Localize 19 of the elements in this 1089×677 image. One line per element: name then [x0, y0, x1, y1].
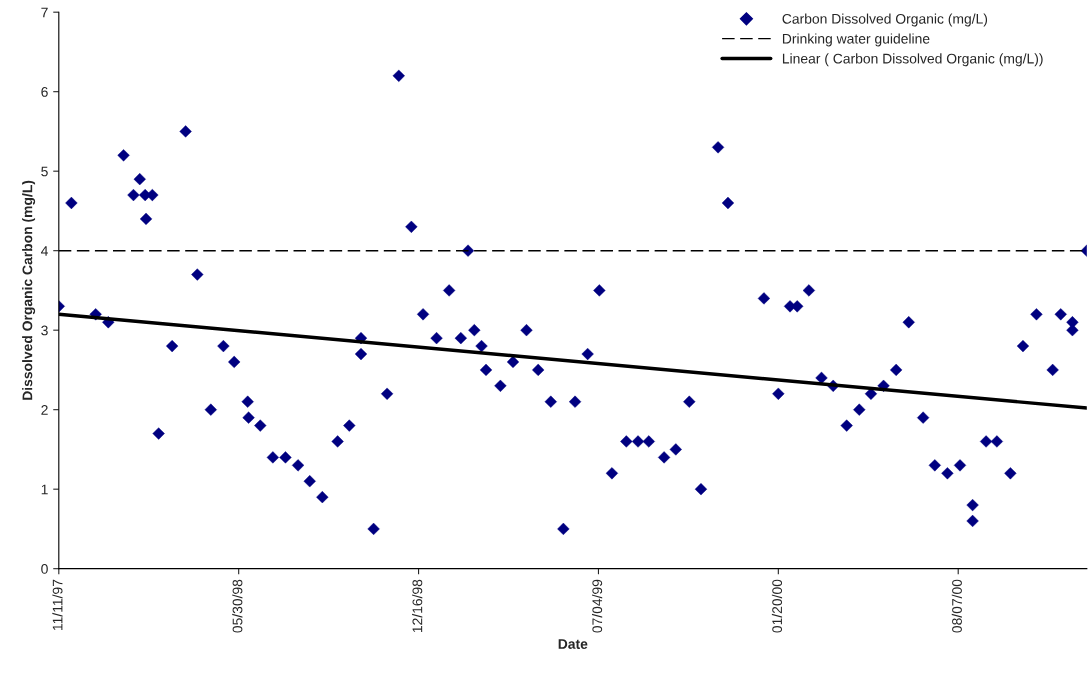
x-tick-label: 11/11/97 — [52, 579, 63, 631]
legend-label: Carbon Dissolved Organic (mg/L) — [782, 13, 988, 27]
y-tick-label: 6 — [41, 87, 48, 97]
x-tick-label: 05/30/98 — [232, 579, 243, 633]
y-tick-label: 5 — [41, 166, 48, 177]
y-tick-label: 2 — [41, 405, 48, 415]
x-axis-title: Date — [558, 639, 588, 649]
x-tick-label: 07/04/99 — [591, 579, 603, 633]
y-axis-title: Dissolved Organic Carbon (mg/L) — [22, 180, 36, 400]
y-tick-label: 4 — [40, 246, 48, 256]
y-tick-label: 3 — [41, 325, 48, 336]
y-tick-label: 7 — [41, 7, 48, 18]
y-tick-label: 1 — [41, 484, 48, 495]
x-tick-label: 08/07/00 — [951, 579, 962, 633]
legend-label: Drinking water guideline — [782, 33, 930, 47]
y-tick-label: 0 — [41, 564, 48, 574]
legend-label: Linear ( Carbon Dissolved Organic (mg/L)) — [782, 53, 1043, 67]
x-tick-label: 12/16/98 — [412, 579, 423, 633]
x-tick-label: 01/20/00 — [771, 579, 783, 633]
